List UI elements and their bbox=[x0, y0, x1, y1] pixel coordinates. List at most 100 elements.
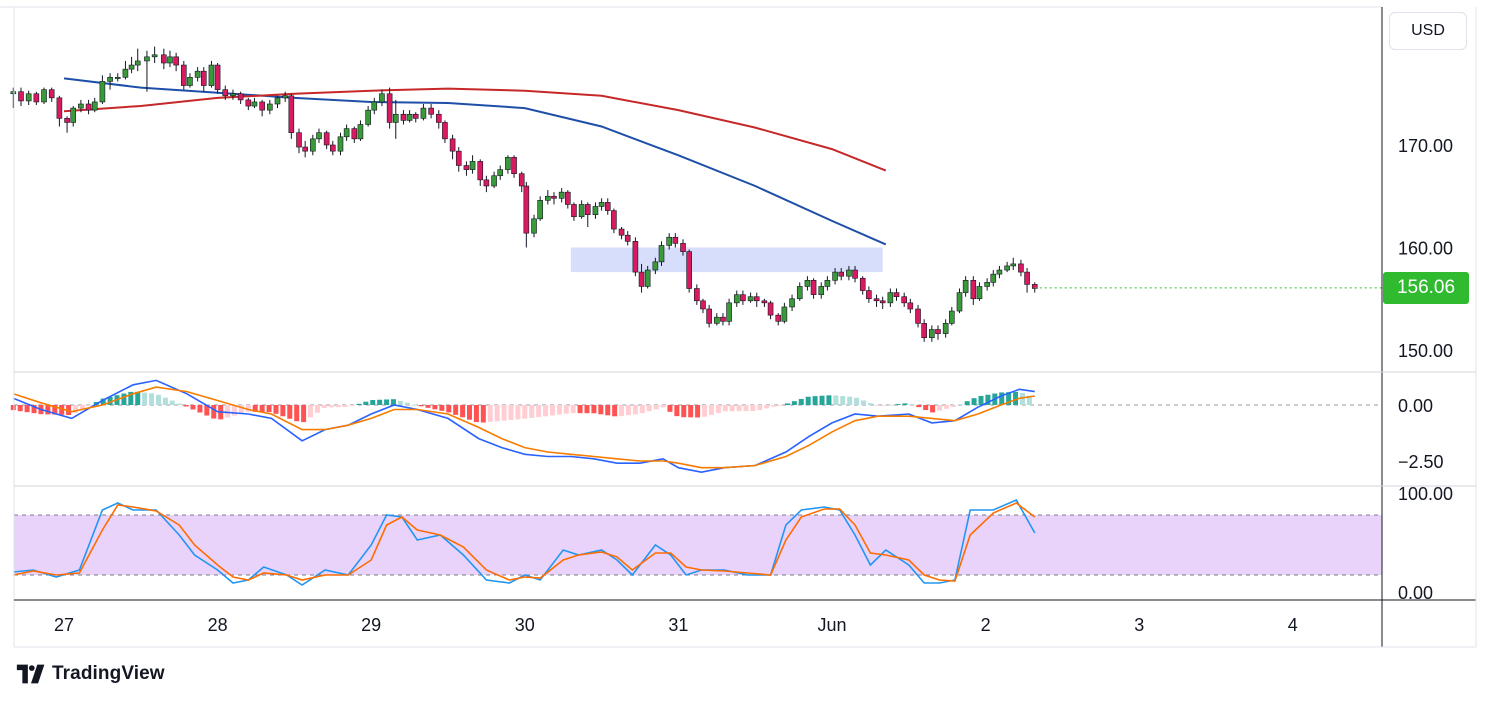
candle-up[interactable] bbox=[406, 110, 413, 123]
candle-down[interactable] bbox=[700, 298, 706, 314]
candle-down[interactable] bbox=[879, 296, 886, 309]
candle-up[interactable] bbox=[789, 294, 795, 312]
candle-up[interactable] bbox=[469, 155, 476, 174]
candle-down[interactable] bbox=[551, 192, 557, 205]
candle-up[interactable] bbox=[505, 155, 511, 174]
candle-down[interactable] bbox=[1018, 259, 1024, 277]
candle-down[interactable] bbox=[970, 276, 977, 305]
candle-down[interactable] bbox=[767, 300, 774, 320]
candle-down[interactable] bbox=[810, 278, 817, 299]
candle-up[interactable] bbox=[578, 200, 585, 219]
macd-pane[interactable] bbox=[10, 379, 1382, 474]
candle-up[interactable] bbox=[976, 282, 983, 301]
price-pane[interactable] bbox=[10, 46, 1382, 342]
candle-up[interactable] bbox=[1010, 257, 1017, 271]
candle-down[interactable] bbox=[442, 120, 448, 143]
candle-down[interactable] bbox=[214, 63, 221, 94]
candle-up[interactable] bbox=[1004, 261, 1010, 273]
candle-down[interactable] bbox=[672, 233, 679, 248]
candle-up[interactable] bbox=[230, 89, 236, 100]
candle-up[interactable] bbox=[167, 50, 173, 68]
candle-down[interactable] bbox=[604, 198, 611, 215]
candle-down[interactable] bbox=[351, 126, 358, 143]
candle-down[interactable] bbox=[686, 249, 692, 293]
candle-down[interactable] bbox=[18, 87, 24, 107]
candle-down[interactable] bbox=[296, 128, 302, 154]
candle-up[interactable] bbox=[107, 73, 113, 90]
candle-up[interactable] bbox=[78, 99, 84, 113]
candle-up[interactable] bbox=[666, 233, 672, 250]
candle-up[interactable] bbox=[122, 60, 129, 80]
candle-up[interactable] bbox=[962, 276, 969, 297]
candle-down[interactable] bbox=[161, 48, 167, 70]
candle-up[interactable] bbox=[652, 257, 659, 275]
candle-down[interactable] bbox=[455, 147, 462, 172]
candle-up[interactable] bbox=[781, 302, 788, 324]
candle-up[interactable] bbox=[824, 276, 831, 291]
candle-down[interactable] bbox=[611, 208, 617, 234]
candle-down[interactable] bbox=[740, 290, 746, 305]
candle-up[interactable] bbox=[144, 50, 150, 92]
candle-down[interactable] bbox=[412, 112, 419, 123]
candle-up[interactable] bbox=[267, 99, 273, 115]
candle-up[interactable] bbox=[747, 292, 754, 303]
candle-down[interactable] bbox=[680, 239, 686, 256]
candle-up[interactable] bbox=[558, 188, 565, 203]
candle-up[interactable] bbox=[316, 128, 322, 143]
candle-down[interactable] bbox=[866, 286, 872, 303]
candle-up[interactable] bbox=[887, 288, 894, 307]
candle-up[interactable] bbox=[846, 265, 852, 281]
candle-up[interactable] bbox=[365, 106, 371, 127]
candle-down[interactable] bbox=[435, 110, 442, 129]
candle-up[interactable] bbox=[537, 196, 543, 221]
candle-up[interactable] bbox=[10, 87, 17, 109]
candle-down[interactable] bbox=[523, 181, 530, 248]
candle-down[interactable] bbox=[64, 116, 70, 133]
candle-down[interactable] bbox=[323, 130, 330, 150]
candle-up[interactable] bbox=[134, 48, 141, 72]
candle-down[interactable] bbox=[618, 227, 625, 240]
candle-down[interactable] bbox=[48, 87, 55, 102]
candle-up[interactable] bbox=[658, 241, 665, 266]
candle-down[interactable] bbox=[694, 284, 700, 305]
candle-up[interactable] bbox=[91, 97, 98, 113]
candle-down[interactable] bbox=[449, 134, 456, 160]
candle-down[interactable] bbox=[400, 110, 407, 125]
candle-up[interactable] bbox=[804, 276, 811, 291]
candle-down[interactable] bbox=[222, 85, 229, 100]
candle-up[interactable] bbox=[818, 282, 825, 299]
candle-down[interactable] bbox=[761, 298, 768, 307]
candle-up[interactable] bbox=[337, 132, 344, 156]
candle-up[interactable] bbox=[128, 56, 135, 74]
candle-down[interactable] bbox=[935, 325, 941, 340]
stochastic-pane[interactable] bbox=[13, 498, 1382, 586]
candle-up[interactable] bbox=[282, 91, 288, 102]
candle-up[interactable] bbox=[956, 288, 963, 314]
candle-up[interactable] bbox=[545, 190, 551, 205]
candle-down[interactable] bbox=[302, 140, 308, 158]
candle-up[interactable] bbox=[70, 106, 77, 127]
candle-down[interactable] bbox=[386, 87, 393, 129]
candle-down[interactable] bbox=[775, 313, 782, 326]
candle-up[interactable] bbox=[251, 97, 258, 109]
candle-down[interactable] bbox=[518, 171, 525, 193]
candle-down[interactable] bbox=[511, 155, 517, 178]
candle-up[interactable] bbox=[531, 214, 537, 238]
candle-up[interactable] bbox=[99, 75, 106, 104]
candle-up[interactable] bbox=[942, 319, 949, 338]
candle-up[interactable] bbox=[929, 325, 935, 342]
candle-down[interactable] bbox=[56, 95, 63, 127]
candle-up[interactable] bbox=[598, 198, 605, 211]
candle-down[interactable] bbox=[720, 313, 726, 326]
currency-button[interactable]: USD bbox=[1389, 12, 1467, 50]
candle-up[interactable] bbox=[114, 73, 121, 82]
candle-up[interactable] bbox=[491, 171, 497, 189]
candle-down[interactable] bbox=[565, 190, 571, 209]
candle-down[interactable] bbox=[173, 52, 179, 72]
candle-up[interactable] bbox=[949, 306, 955, 326]
candle-up[interactable] bbox=[990, 270, 997, 287]
candle-down[interactable] bbox=[584, 202, 591, 227]
candle-down[interactable] bbox=[915, 304, 921, 328]
candle-up[interactable] bbox=[187, 73, 193, 88]
